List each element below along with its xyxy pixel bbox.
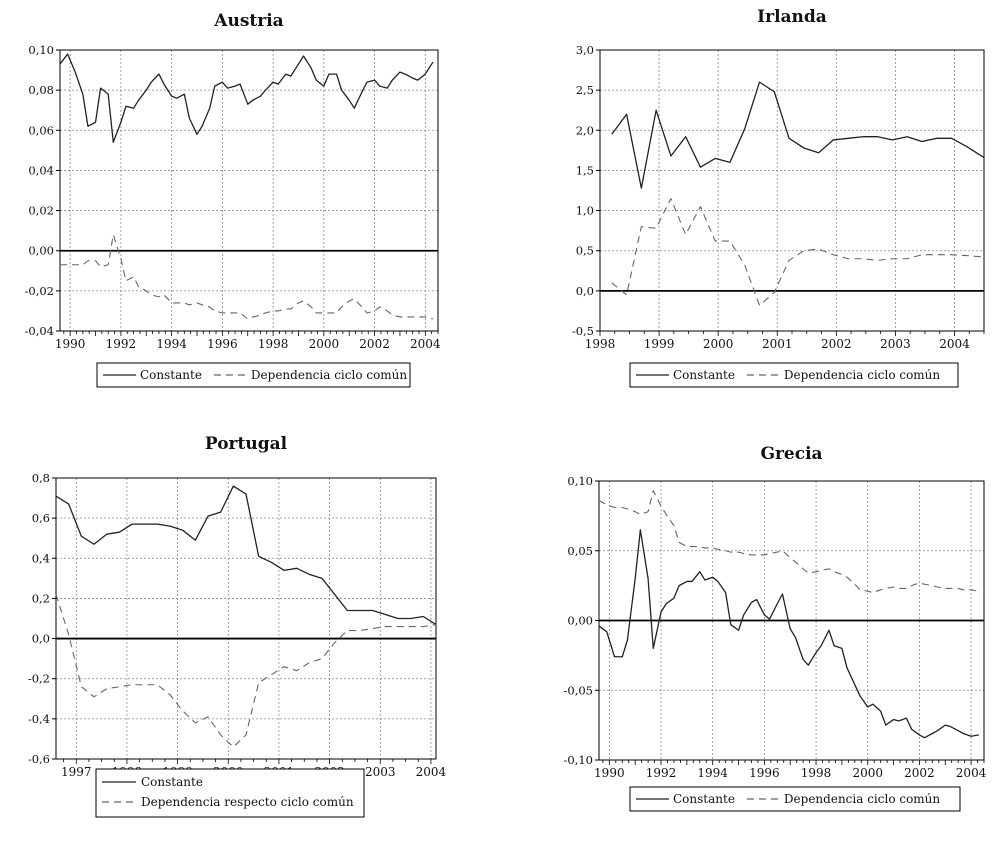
legend-box [629, 786, 961, 812]
chart-title: Austria [213, 11, 283, 31]
legend-label: Dependencia respecto ciclo común [141, 795, 354, 809]
y-tick-label: -0,10 [564, 753, 594, 767]
plot-frame [599, 49, 985, 332]
y-tick-label: 0,02 [28, 204, 54, 218]
y-tick-label: 0,00 [28, 244, 54, 258]
legend: Constante Dependencia ciclo común [629, 362, 959, 388]
x-tick-label: 2002 [359, 337, 390, 351]
x-tick-label: 2002 [904, 766, 935, 780]
y-tick-label: -0,05 [564, 683, 594, 697]
x-tick-label: 2004 [956, 766, 987, 780]
plot-frame [55, 477, 437, 760]
x-tick-label: 1997 [61, 765, 92, 779]
y-tick-label: 0,05 [567, 544, 593, 558]
chart-panel-grecia: Grecia -0,10 -0,05 0,00 0,05 0,10 1990 1992 1994… [564, 444, 987, 812]
x-tick-label: 2004 [410, 337, 441, 351]
y-tick-label: 0,4 [32, 551, 50, 565]
y-tick-label: 2,5 [576, 83, 594, 97]
x-tick-label: 1996 [207, 337, 238, 351]
x-tick-label: 2003 [365, 765, 396, 779]
y-tick-label: 0,0 [576, 284, 594, 298]
y-tick-label: 0,10 [567, 474, 593, 488]
series-line-constante [598, 529, 979, 739]
chart-title: Portugal [205, 434, 288, 454]
y-tick-label: -0,4 [28, 712, 50, 726]
x-tick-label: 2000 [309, 337, 340, 351]
x-tick-label: 2003 [880, 337, 911, 351]
series-line-dependencia [598, 490, 979, 594]
x-tick-label: 1996 [749, 766, 780, 780]
legend-label: Constante [673, 792, 735, 806]
y-tick-label: -0,5 [572, 324, 594, 338]
x-tick-label: 2000 [852, 766, 883, 780]
x-tick-label: 1999 [644, 337, 675, 351]
y-tick-label: 1,0 [576, 204, 594, 218]
plot-frame [59, 49, 439, 332]
legend: Constante Dependencia ciclo común [629, 786, 961, 812]
series-line-dependencia [55, 594, 437, 748]
y-tick-label: 0,08 [28, 83, 54, 97]
x-tick-label: 1998 [801, 766, 832, 780]
legend-box [629, 362, 959, 388]
x-tick-label: 2004 [416, 765, 447, 779]
chart-panel-portugal: Portugal-0,6-0,4-0,20,00,20,40,60,819971… [28, 434, 447, 818]
y-tick-label: 0,00 [567, 614, 593, 628]
series-line-dependencia [60, 234, 434, 320]
y-tick-label: -0,2 [28, 672, 50, 686]
legend-label: Constante [673, 368, 735, 382]
series-line-constante [55, 485, 437, 626]
chart-panel-irlanda: Irlanda -0,5 0,0 0,5 1,0 1,5 2,0 2,5 3,0 1998 1999… [572, 7, 985, 388]
series-line-dependencia [611, 197, 985, 306]
y-tick-label: 0,6 [32, 511, 50, 525]
legend-label: Dependencia ciclo común [251, 368, 407, 382]
x-tick-label: 1990 [55, 337, 86, 351]
y-tick-label: 0,8 [32, 471, 50, 485]
x-tick-label: 2002 [821, 337, 852, 351]
y-tick-label: -0,02 [25, 284, 55, 298]
legend: Constante Dependencia respecto ciclo comú… [95, 768, 365, 818]
x-tick-label: 1998 [258, 337, 289, 351]
x-tick-label: 2001 [762, 337, 793, 351]
y-tick-label: 3,0 [576, 43, 594, 57]
y-tick-label: 2,0 [576, 123, 594, 137]
y-tick-label: 0,10 [28, 43, 54, 57]
x-tick-label: 1992 [106, 337, 137, 351]
y-tick-label: 0,06 [28, 123, 54, 137]
chart-title: Grecia [760, 444, 822, 464]
legend-label: Constante [140, 368, 202, 382]
y-tick-label: 1,5 [576, 163, 594, 177]
y-tick-label: -0,04 [25, 324, 55, 338]
y-tick-label: 0,2 [32, 591, 50, 605]
x-tick-label: 1990 [594, 766, 625, 780]
legend-label: Dependencia ciclo común [784, 368, 940, 382]
y-tick-label: -0,6 [28, 752, 50, 766]
legend-box [95, 768, 365, 818]
legend: Constante Dependencia ciclo común [96, 362, 411, 388]
y-tick-label: 0,5 [576, 244, 594, 258]
chart-panel-austria: Austria -0,04 -0,02 0,00 0,02 0,04 0,06 0,08 0,1… [25, 11, 441, 388]
y-tick-label: 0,04 [28, 163, 54, 177]
x-tick-label: 2000 [703, 337, 734, 351]
x-tick-label: 2004 [939, 337, 970, 351]
x-tick-label: 1994 [156, 337, 187, 351]
legend-box [96, 362, 411, 388]
series-line-constante [59, 53, 434, 143]
legend-label: Dependencia ciclo común [784, 792, 940, 806]
y-tick-label: 0,0 [32, 632, 50, 646]
chart-title: Irlanda [757, 7, 827, 27]
series-line-constante [611, 81, 985, 189]
legend-label: Constante [141, 775, 203, 789]
x-tick-label: 1994 [697, 766, 728, 780]
x-tick-label: 1998 [585, 337, 616, 351]
x-tick-label: 1992 [646, 766, 677, 780]
